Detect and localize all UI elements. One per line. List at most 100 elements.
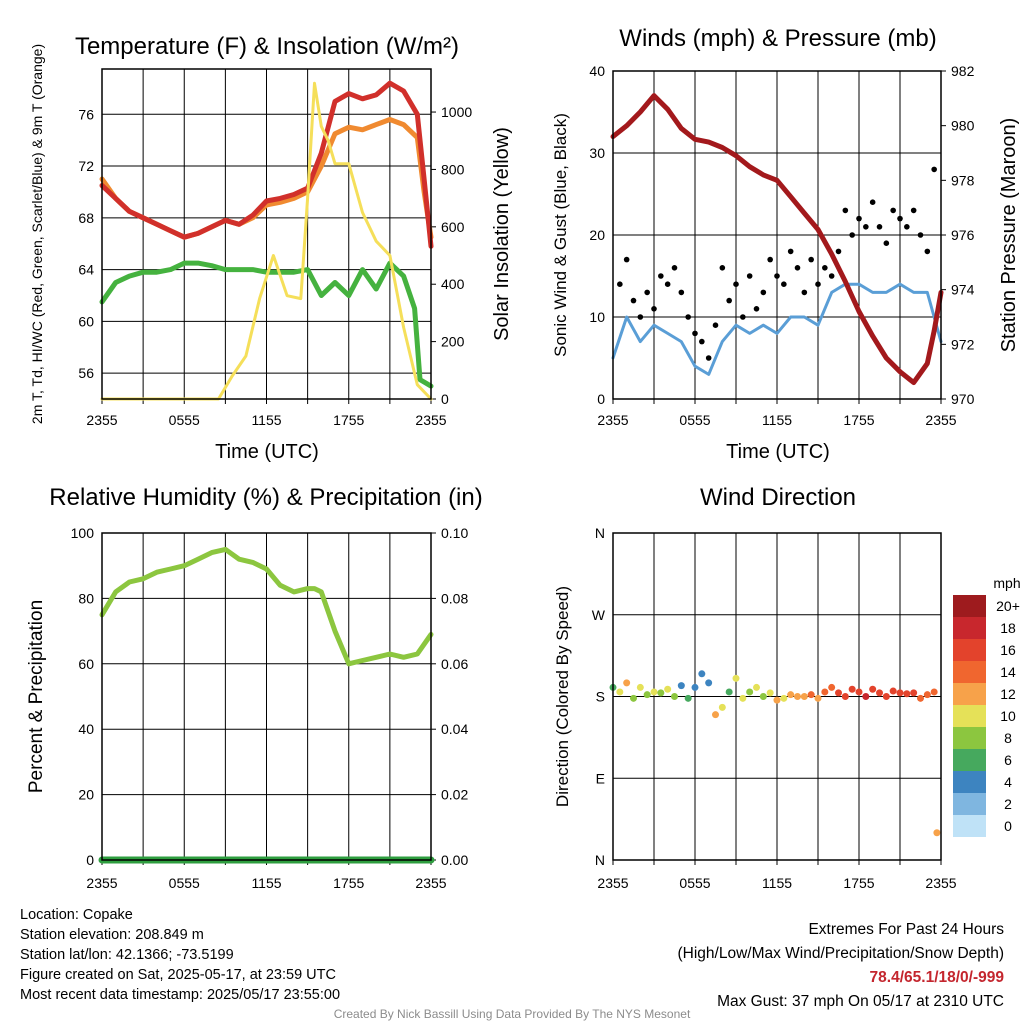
direction-point xyxy=(923,691,931,699)
location-text: Location: Copake xyxy=(20,907,133,923)
temperature-y-tick-label: 60 xyxy=(78,313,94,329)
gust-point xyxy=(774,273,780,279)
temperature-y2-tick-label: 0 xyxy=(441,391,449,407)
humidity-y-tick-label: 80 xyxy=(78,590,94,606)
gust-point xyxy=(719,265,726,271)
gust-point xyxy=(876,224,883,230)
colorbar-swatch xyxy=(953,617,986,639)
humidity-y-tick-label: 20 xyxy=(78,787,94,803)
winds-y-tick-label: 40 xyxy=(589,63,605,79)
colorbar-label: 14 xyxy=(1000,664,1016,680)
humidity-y2-tick-label: 0.10 xyxy=(441,525,468,541)
direction-point xyxy=(766,689,774,697)
temperature-chart-title: Temperature (F) & Insolation (W/m²) xyxy=(75,33,459,60)
winds-y2-tick-label: 974 xyxy=(951,282,975,298)
gust-point xyxy=(897,215,903,222)
gust-point xyxy=(623,256,630,263)
humidity-y-tick-label: 100 xyxy=(71,525,95,541)
temperature-y-tick-label: 68 xyxy=(78,210,94,226)
direction-point xyxy=(616,688,624,696)
winds-y-tick-label: 0 xyxy=(597,391,605,407)
direction-point xyxy=(933,829,941,837)
direction-point xyxy=(821,688,829,696)
direction-point xyxy=(903,690,911,698)
gust-point xyxy=(699,338,705,345)
gust-point xyxy=(678,289,685,296)
humidity-y2-tick-label: 0.06 xyxy=(441,656,468,672)
temperature-x-tick-label: 2355 xyxy=(86,412,117,428)
winds-x-tick-label: 2355 xyxy=(925,412,956,428)
gust-point xyxy=(637,314,644,320)
colorbar-label: 12 xyxy=(1000,686,1016,702)
humidity-y2-tick-label: 0.00 xyxy=(441,852,468,868)
direction-point xyxy=(794,693,801,700)
colorbar-label: 20+ xyxy=(996,598,1020,614)
humidity-y-tick-label: 60 xyxy=(78,656,94,672)
colorbar-label: 18 xyxy=(1000,620,1016,636)
colorbar-label: 10 xyxy=(1000,708,1016,724)
gust-point xyxy=(753,306,760,312)
direction-point xyxy=(930,688,938,696)
direction-y-tick-label: W xyxy=(592,607,606,623)
direction-point xyxy=(910,689,918,697)
colorbar-swatch xyxy=(953,639,986,661)
colorbar-swatch xyxy=(953,683,986,705)
direction-point xyxy=(705,679,713,687)
direction-point xyxy=(677,682,685,690)
temperature-x-axis-label: Time (UTC) xyxy=(215,441,319,463)
humidity-x-tick-label: 0555 xyxy=(169,875,200,891)
direction-point xyxy=(869,685,877,693)
gust-point xyxy=(671,265,678,271)
colorbar-label: 6 xyxy=(1004,752,1012,768)
direction-point xyxy=(657,689,665,697)
direction-point xyxy=(759,693,767,700)
humidity-y-axis-label: Percent & Precipitation xyxy=(26,600,47,793)
gust-point xyxy=(658,273,664,279)
winds-plot-frame xyxy=(612,70,942,400)
rh_green-series-line xyxy=(99,546,434,667)
direction-y-tick-label: E xyxy=(596,770,605,786)
gust-point xyxy=(617,281,623,288)
winds-y2-axis-label: Station Pressure (Maroon) xyxy=(998,118,1020,353)
gust-point xyxy=(746,273,753,279)
direction-x-tick-label: 1755 xyxy=(843,875,874,891)
gust-point xyxy=(630,297,637,304)
extremes-heading: Extremes For Past 24 Hours xyxy=(808,921,1004,938)
temperature-y2-tick-label: 200 xyxy=(441,334,465,350)
direction-point xyxy=(889,687,897,695)
gust-point xyxy=(726,297,732,304)
direction-point xyxy=(814,694,822,702)
direction-point xyxy=(643,691,651,699)
colorbar-swatch xyxy=(953,793,986,815)
gust-point xyxy=(931,166,937,173)
temperature-x-tick-label: 2355 xyxy=(415,412,446,428)
gust-point xyxy=(856,215,862,222)
colorbar-title: mph xyxy=(993,575,1020,591)
gust-point xyxy=(801,289,808,296)
temperature-x-tick-label: 1755 xyxy=(333,412,364,428)
humidity-x-tick-label: 2355 xyxy=(86,875,117,891)
gust-point xyxy=(842,207,849,214)
winds-x-tick-label: 0555 xyxy=(679,412,710,428)
winds-y2-tick-label: 978 xyxy=(951,172,975,188)
winds-y-tick-label: 30 xyxy=(589,145,605,161)
gust-point xyxy=(835,248,842,255)
direction-x-tick-label: 2355 xyxy=(597,875,628,891)
colorbar-swatch xyxy=(953,815,986,837)
humidity-plot-frame xyxy=(101,532,432,861)
temperature-x-tick-label: 0555 xyxy=(169,412,200,428)
gust-point xyxy=(760,289,767,296)
colorbar-swatch xyxy=(953,771,986,793)
temperature-y-tick-label: 56 xyxy=(78,365,94,381)
winds-y-tick-label: 10 xyxy=(589,309,605,325)
humidity-y-tick-label: 0 xyxy=(86,852,94,868)
created-text: Figure created on Sat, 2025-05-17, at 23… xyxy=(20,967,336,983)
humidity-y-tick-label: 40 xyxy=(78,721,94,737)
gust-point xyxy=(651,306,657,312)
winds-x-tick-label: 1155 xyxy=(762,412,792,428)
winds-y2-tick-label: 982 xyxy=(951,63,975,79)
temperature-x-tick-label: 1155 xyxy=(251,412,281,428)
gust-point xyxy=(664,281,671,288)
direction-point xyxy=(712,711,719,719)
colorbar-label: 16 xyxy=(1000,642,1016,658)
